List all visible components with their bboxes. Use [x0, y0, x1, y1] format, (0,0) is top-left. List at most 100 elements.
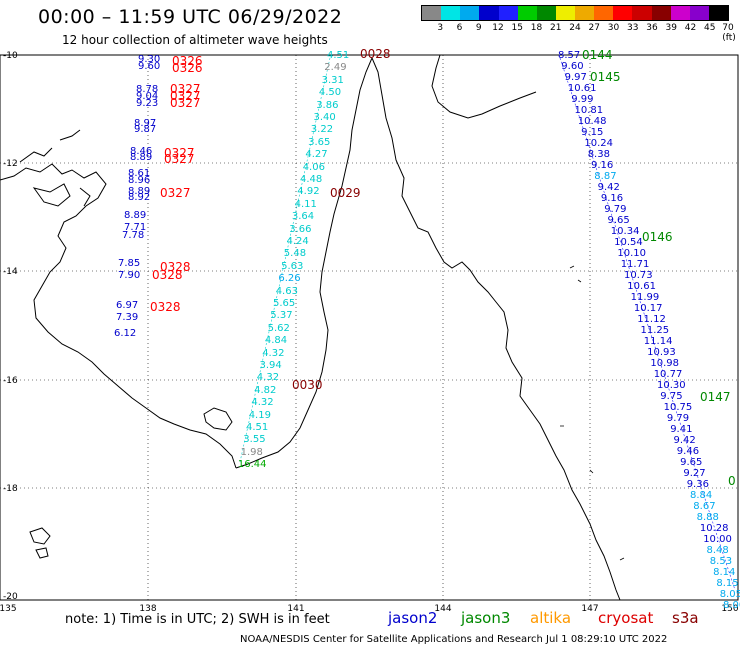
- swh-value: 10.24: [584, 138, 614, 149]
- time-label: 0328: [160, 260, 191, 274]
- swh-value: 10.93: [647, 347, 676, 358]
- swh-value: 11.99: [630, 292, 660, 303]
- swh-value: 10.34: [610, 226, 640, 237]
- lat-label: -16: [3, 376, 18, 386]
- swh-value: 9.60: [138, 61, 161, 72]
- time-label: 0029: [330, 186, 361, 200]
- swh-value: 10.98: [650, 358, 680, 369]
- legend-label: 18: [530, 23, 543, 33]
- swh-value: 11.14: [643, 336, 673, 347]
- swh-value: 4.51: [327, 50, 350, 61]
- swh-value: 3.31: [321, 74, 344, 86]
- legend-swatch: [708, 6, 728, 20]
- swh-value: 8.61: [128, 168, 151, 179]
- swh-value: 9.46: [676, 446, 700, 457]
- swh-value: 1.98: [240, 446, 263, 458]
- legend-label: 6: [456, 23, 463, 33]
- track-jason3: [559, 57, 736, 591]
- swh-value: 8.05: [719, 589, 740, 600]
- swh-value: 8.89: [128, 186, 151, 197]
- legend-label: 15: [511, 23, 523, 33]
- swh-value: 6.26: [278, 273, 301, 285]
- swh-value: 7.71: [124, 222, 147, 233]
- swh-value: 3.65: [308, 136, 331, 148]
- swh-value: 9.87: [134, 124, 157, 135]
- legend-sat-jason3: jason3: [461, 609, 511, 627]
- time-label: 0144: [582, 48, 613, 62]
- legend-swatch: [536, 6, 556, 20]
- swh-value: 4.84: [264, 335, 288, 347]
- swh-value: 8.57: [558, 50, 581, 61]
- time-label: 0327: [170, 89, 201, 103]
- coastline-west-gulf: [235, 57, 373, 469]
- legend-swatch: [441, 6, 461, 20]
- swh-value: 8.84: [690, 490, 713, 501]
- footer-credit: NOAA/NESDIS Center for Satellite Applica…: [240, 634, 668, 645]
- swh-value: 5.62: [267, 322, 290, 334]
- time-label: 0: [728, 474, 736, 488]
- swh-value: 10.28: [699, 523, 729, 534]
- swh-value: 7.39: [116, 312, 139, 323]
- legend-label: 42: [684, 23, 697, 33]
- swh-value: 4.92: [297, 186, 320, 198]
- time-label: 0030: [292, 378, 323, 392]
- swh-value: 4.32: [262, 347, 285, 359]
- lon-label: 135: [0, 604, 17, 614]
- reef-marks: [560, 265, 625, 561]
- swh-value: 5.48: [283, 248, 307, 260]
- swh-value: 3.22: [310, 124, 334, 136]
- lat-label: -10: [3, 51, 18, 61]
- island-groote-eylandt: [203, 407, 233, 431]
- legend-label: 36: [646, 23, 658, 33]
- legend-label: 21: [550, 23, 562, 33]
- lon-label: 150: [721, 604, 739, 614]
- swh-value: 8.88: [696, 512, 719, 523]
- legend-labels: 3 6 9 12 15 18 21 24 27 30 33 36 39 42 45 70 (ft): [421, 21, 735, 43]
- swh-value: 8.96: [128, 175, 151, 186]
- legend-swatches: [421, 5, 729, 21]
- swh-value: 9.27: [683, 468, 706, 479]
- legend-swatch: [594, 6, 614, 20]
- swh-value: 9.16: [591, 160, 614, 171]
- swh-value: 3.64: [291, 211, 315, 223]
- time-label: 0326: [172, 61, 203, 75]
- swh-value: 10.30: [657, 380, 686, 391]
- legend-label: 9: [475, 23, 482, 33]
- swh-value: 9.36: [686, 479, 709, 490]
- swh-value: 3.55: [243, 434, 266, 446]
- swh-value: 8.38: [587, 149, 610, 160]
- swh-value: 5.65: [273, 298, 296, 309]
- swh-value: 8.97: [134, 118, 157, 129]
- swh-value: 4.48: [300, 174, 323, 185]
- lat-label: -18: [3, 484, 18, 494]
- swh-value: 8.89: [130, 152, 153, 163]
- swh-value: 10.10: [617, 248, 647, 259]
- swh-value: 3.40: [313, 112, 336, 123]
- swh-value: 10.17: [633, 303, 663, 314]
- legend-swatch: [575, 6, 595, 20]
- swh-value: 9.79: [666, 413, 690, 424]
- swh-value: 10.00: [703, 534, 732, 545]
- legend-label: 30: [607, 23, 620, 33]
- swh-value: 8.15: [716, 578, 739, 589]
- legend-label: 45: [704, 23, 716, 33]
- swh-value: 7.90: [118, 270, 141, 281]
- legend-swatch: [498, 6, 518, 20]
- swh-value: 4.82: [254, 384, 277, 396]
- swh-value: 8.14: [713, 567, 736, 578]
- footer-note: note: 1) Time is in UTC; 2) SWH is in fe…: [65, 612, 330, 627]
- time-label: 0145: [590, 70, 621, 84]
- swh-value: 8.87: [594, 171, 617, 182]
- legend-swatch: [632, 6, 652, 20]
- swh-value: 10.54: [614, 237, 643, 248]
- legend-sat-cryosat: cryosat: [598, 609, 654, 627]
- swh-value: 3.94: [259, 360, 282, 371]
- time-label: 0326: [172, 54, 203, 68]
- swh-value: 11.71: [620, 259, 650, 270]
- swh-value: 9.16: [600, 193, 624, 204]
- swh-value: 9.42: [673, 435, 696, 446]
- lat-label: -14: [3, 267, 18, 277]
- swh-value: 9.79: [604, 204, 627, 215]
- swh-value: 6.97: [116, 300, 139, 311]
- swh-value: 8.89: [124, 210, 147, 221]
